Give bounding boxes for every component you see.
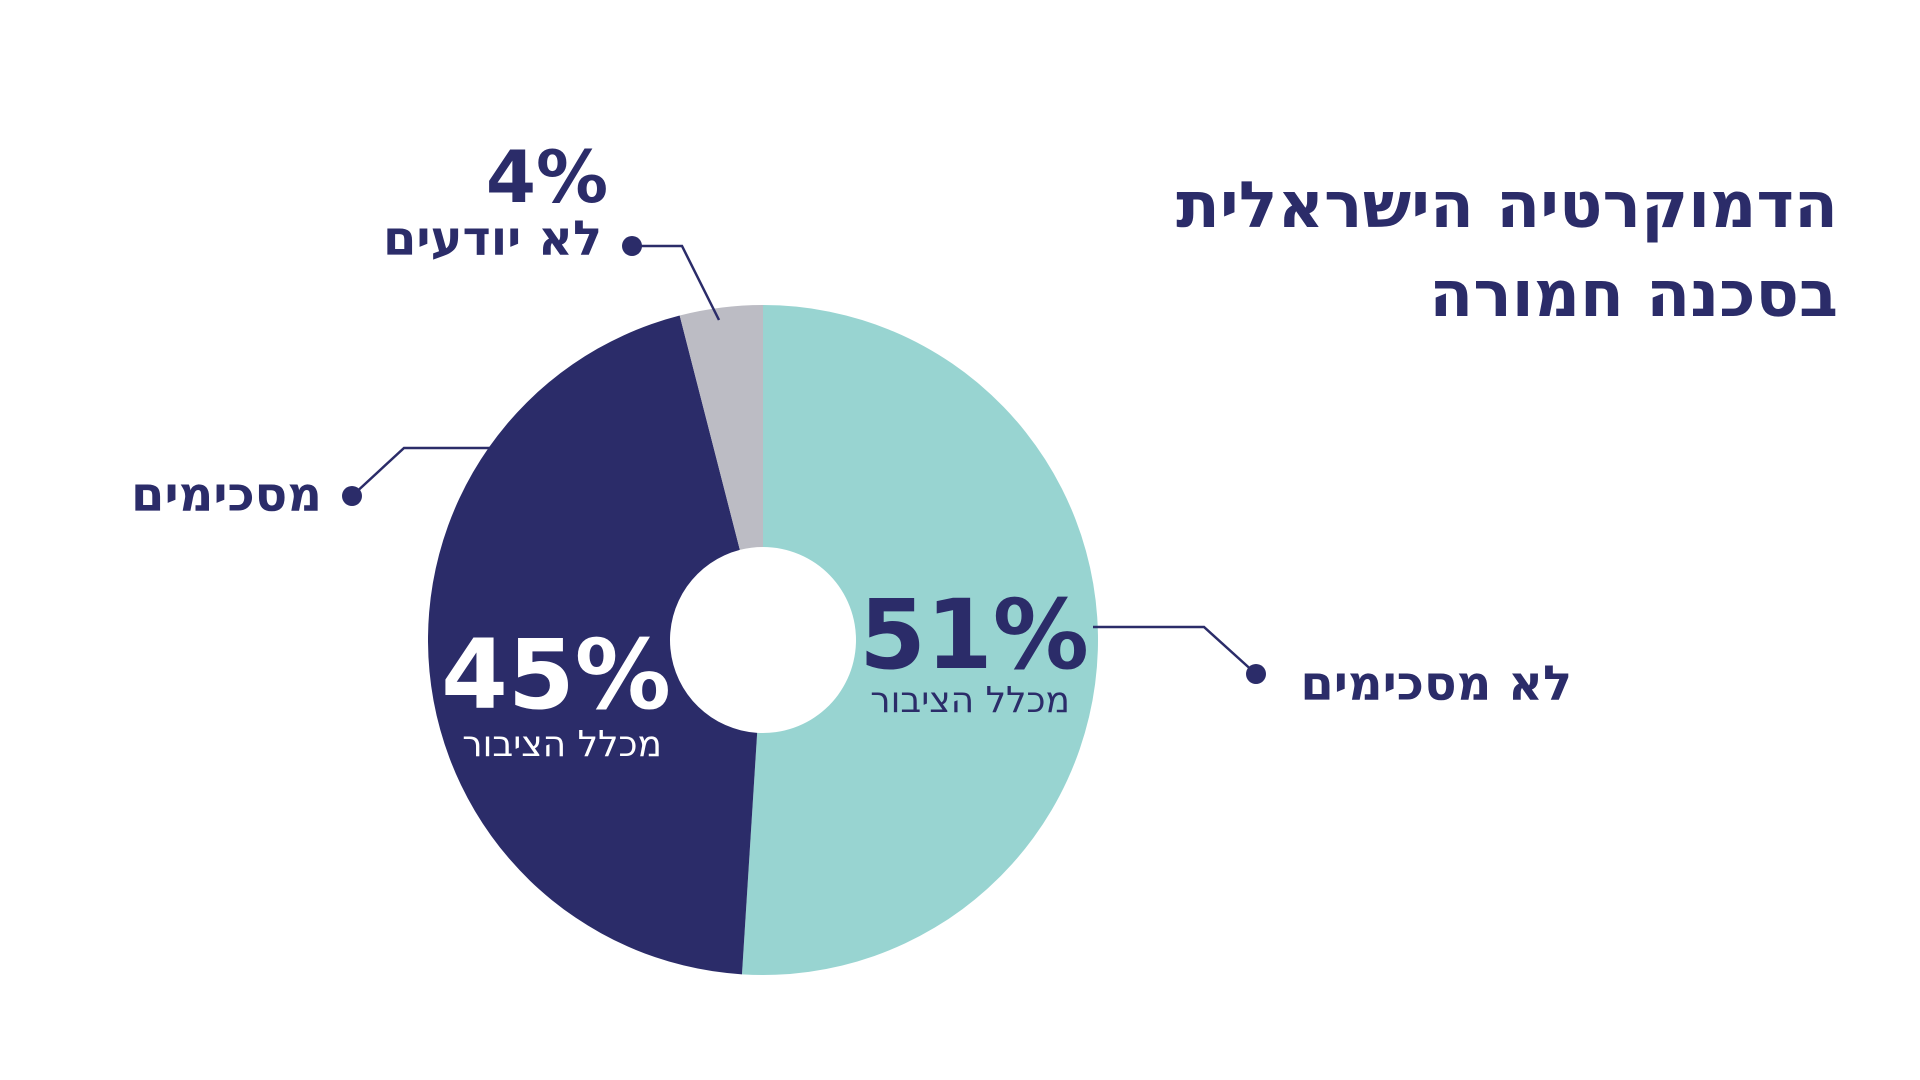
pie-slices (427, 305, 1099, 975)
leader-dot-dont-know (622, 236, 642, 256)
leader-line-disagree (1093, 625, 1257, 675)
chart-title-line-2: בסכנה חמורה (1429, 258, 1838, 332)
chart-title-line-1: הדמוקרטיה הישראלית (1176, 169, 1838, 243)
data-label-agree-value: 45% (441, 619, 671, 731)
category-label-agree: מסכימים (131, 467, 322, 523)
pie-slice-dont-know (679, 305, 763, 550)
data-label-disagree-sublabel: מכלל הציבור (870, 680, 1070, 721)
data-label-dont-know-value: 4% (486, 135, 608, 219)
leader-line-dont-know (632, 244, 721, 321)
category-label-disagree: לא מסכימים (1300, 656, 1572, 712)
data-label-disagree-value: 51% (859, 579, 1089, 691)
leader-dot-disagree (1246, 664, 1266, 684)
leader-dot-agree (342, 486, 362, 506)
data-label-agree-sublabel: מכלל הציבור (462, 724, 662, 765)
pie-slice-agree (427, 315, 758, 975)
pie-slice-disagree (741, 305, 1099, 975)
category-label-dont-know: לא יודעים (383, 211, 602, 267)
leader-line-agree (351, 446, 491, 497)
